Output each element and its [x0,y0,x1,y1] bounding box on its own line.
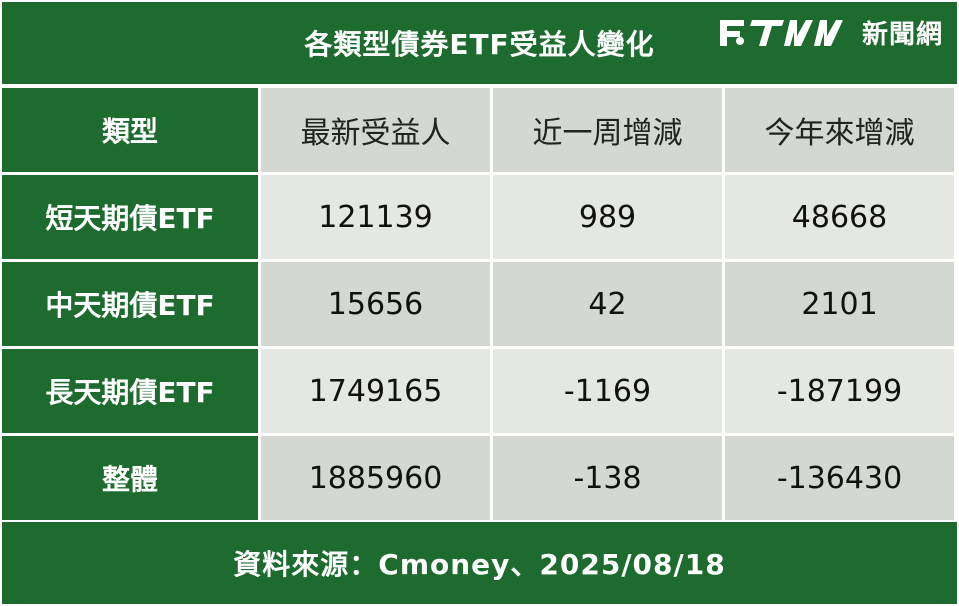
etf-table: 類型 最新受益人 近一周增減 今年來增減 短天期債ETF 121139 989 … [2,88,957,520]
ftv-logo-mark-icon [719,19,843,46]
ftvn-logo: 新聞網 [718,14,943,51]
table-cell: 1885960 [261,436,490,520]
row-header: 短天期債ETF [2,175,258,259]
table-cell: 989 [493,175,722,259]
table-cell: 1749165 [261,349,490,433]
table-cell: -1169 [493,349,722,433]
column-header: 今年來增減 [725,88,954,172]
table-cell: 2101 [725,262,954,346]
source-footer: 資料來源：Cmoney、2025/08/18 [2,522,957,604]
table-cell: -138 [493,436,722,520]
table-cell: 48668 [725,175,954,259]
row-header: 中天期債ETF [2,262,258,346]
column-header: 近一周增減 [493,88,722,172]
title-bar: 各類型債券ETF受益人變化 新聞網 [2,2,957,84]
table-cell: 121139 [261,175,490,259]
table-cell: -136430 [725,436,954,520]
table-cell: 15656 [261,262,490,346]
table-cell: -187199 [725,349,954,433]
corner-header: 類型 [2,88,258,172]
table-cell: 42 [493,262,722,346]
page-title: 各類型債券ETF受益人變化 [304,28,655,61]
row-header: 整體 [2,436,258,520]
column-header: 最新受益人 [261,88,490,172]
logo-wordmark: 新聞網 [861,20,943,50]
row-header: 長天期債ETF [2,349,258,433]
